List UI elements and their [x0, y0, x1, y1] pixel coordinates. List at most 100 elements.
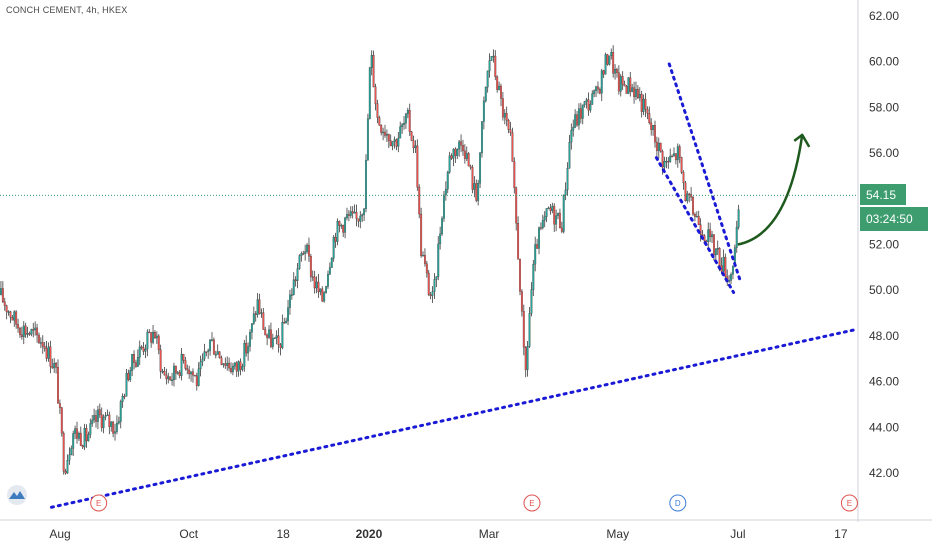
- candle-body: [728, 280, 731, 282]
- candle-body: [501, 98, 504, 118]
- candle-body: [205, 351, 208, 353]
- candle-body: [387, 134, 390, 141]
- candle-body: [695, 215, 698, 218]
- candle-body: [600, 70, 603, 94]
- candle-body: [161, 371, 164, 373]
- candle-body: [366, 118, 369, 161]
- candle-body: [100, 414, 103, 428]
- candle-body: [553, 205, 556, 225]
- candle-body: [188, 369, 191, 375]
- candle-body: [557, 212, 559, 216]
- candle-body: [245, 342, 248, 354]
- earnings-marker: [523, 494, 541, 512]
- candle-body: [680, 157, 683, 173]
- candle-body: [355, 211, 358, 219]
- candle-body: [545, 208, 548, 217]
- candle-body: [220, 357, 223, 365]
- candle-body: [150, 332, 153, 343]
- tradingview-mountain-icon[interactable]: [7, 485, 27, 505]
- candle-body: [224, 363, 227, 366]
- candle-body: [19, 327, 21, 335]
- candle-body: [389, 140, 392, 147]
- candle-body: [226, 362, 229, 366]
- candle-body: [32, 329, 35, 331]
- candle-body: [173, 365, 175, 381]
- candle-body: [178, 372, 181, 376]
- candle-body: [420, 213, 423, 256]
- candle-body: [231, 365, 234, 373]
- candle-body: [24, 325, 27, 335]
- candle-body: [104, 415, 107, 418]
- candle-body: [511, 132, 514, 162]
- candle-body: [724, 256, 727, 277]
- candle-body: [22, 325, 25, 338]
- candle-body: [102, 416, 105, 428]
- candle-body: [382, 131, 385, 134]
- candle-body: [106, 414, 109, 417]
- candle-body: [667, 160, 670, 163]
- candle-body: [13, 311, 16, 321]
- candle-body: [458, 141, 461, 150]
- candle-body: [678, 146, 681, 158]
- candle-body: [212, 339, 215, 355]
- time-tick-label: May: [606, 527, 629, 541]
- candle-body: [520, 291, 523, 312]
- candle-body: [722, 256, 725, 272]
- price-axis[interactable]: 62.0060.0058.0056.0054.0052.0050.0048.00…: [857, 0, 899, 522]
- candle-body: [572, 127, 575, 131]
- candle-body: [199, 361, 202, 370]
- candle-body: [568, 142, 571, 169]
- candle-body: [207, 350, 210, 352]
- candle-body: [182, 353, 185, 361]
- candle-body: [555, 215, 558, 225]
- candle-body: [45, 348, 48, 359]
- candle-body: [209, 339, 212, 351]
- time-axis[interactable]: Aug Oct 18 2020 Mar May Jul 17: [0, 519, 932, 541]
- candle-body: [393, 139, 396, 142]
- price-tick-label: 42.00: [869, 466, 899, 480]
- candle-body: [425, 263, 428, 274]
- candle-body: [448, 155, 451, 173]
- candle-body: [17, 324, 20, 329]
- candle-body: [357, 218, 360, 222]
- candle-body: [273, 337, 276, 339]
- candle-body: [562, 194, 565, 232]
- time-tick-label: Oct: [179, 527, 198, 541]
- candle-body: [376, 103, 379, 118]
- candle-body: [53, 363, 56, 369]
- candle-body: [309, 256, 312, 277]
- candle-body: [633, 87, 636, 97]
- candle-body: [412, 140, 415, 149]
- candle-body: [488, 60, 491, 72]
- candle-body: [167, 376, 170, 380]
- price-tick-label: 44.00: [869, 420, 899, 434]
- candle-body: [332, 237, 335, 259]
- candle-body: [353, 211, 356, 214]
- candle-body: [336, 221, 339, 242]
- candle-body: [463, 150, 466, 159]
- event-marker-label: E: [529, 499, 534, 508]
- candle-body: [266, 334, 269, 338]
- price-tick-label: 62.00: [869, 9, 899, 23]
- symbol-title[interactable]: CONCH CEMENT, 4h, HKEX: [6, 5, 128, 15]
- candle-body: [374, 86, 377, 104]
- candle-body: [288, 294, 291, 308]
- candle-body: [576, 114, 578, 126]
- candle-body: [616, 69, 618, 73]
- candle-body: [669, 155, 672, 162]
- candle-body: [686, 193, 689, 202]
- candle-body: [344, 217, 347, 233]
- candle-body: [456, 149, 459, 156]
- candle-body: [509, 129, 512, 133]
- candle-body: [500, 85, 502, 99]
- candle-body: [91, 419, 94, 424]
- time-tick-label: 18: [276, 527, 290, 541]
- candle-body: [7, 311, 10, 313]
- candle-body: [152, 332, 155, 343]
- candle-body: [176, 372, 179, 374]
- candle-body: [180, 353, 183, 376]
- candle-body: [642, 98, 645, 112]
- candle-body: [260, 312, 263, 314]
- candle-body: [560, 227, 563, 232]
